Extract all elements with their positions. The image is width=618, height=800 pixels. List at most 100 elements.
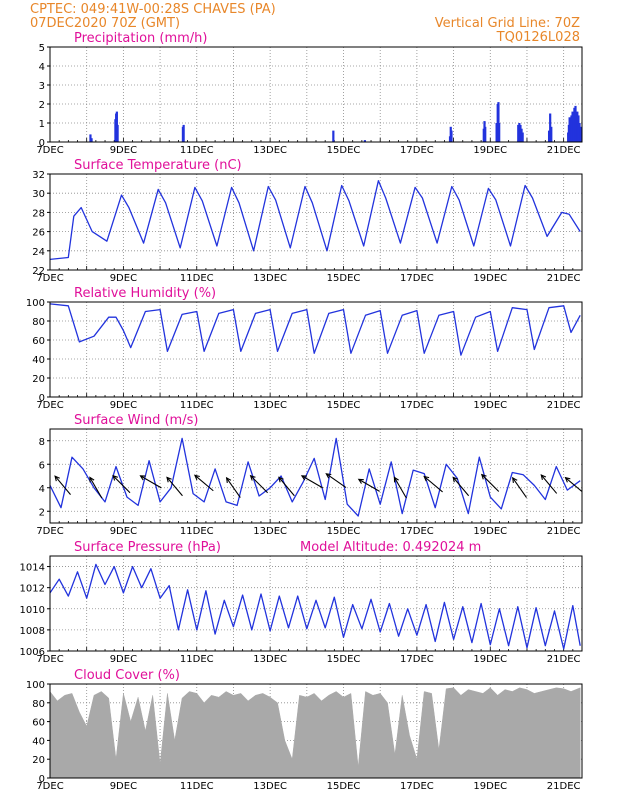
- wind-arrow-shaft: [358, 478, 380, 492]
- precipitation-xtick-label: 15DEC: [327, 145, 361, 156]
- precipitation-ytick-label: 0: [39, 138, 45, 149]
- temperature-panel: Surface Temperature (nC) 22 24 26 28 30 32 7DEC…: [32, 158, 583, 284]
- pressure-xtick-label: 13DEC: [253, 654, 287, 665]
- pressure-xtick-label: 19DEC: [473, 654, 507, 665]
- pressure-title: Surface Pressure (hPa): [74, 540, 221, 555]
- wind-xtick-label: 21DEC: [547, 526, 581, 537]
- humidity-xtick-label: 9DEC: [110, 400, 137, 411]
- cloud-xtick-label: 11DEC: [180, 781, 214, 792]
- wind-xtick-label: 9DEC: [110, 526, 137, 537]
- wind-xtick-label: 13DEC: [253, 526, 287, 537]
- humidity-panel: Relative Humidity (%) 0 20 40 60 80 100 7DEC 9DE…: [26, 286, 583, 411]
- pressure-subtitle: Model Altitude: 0.492024 m: [300, 540, 481, 555]
- precipitation-ytick-label: 4: [39, 62, 45, 73]
- temperature-xtick-label: 17DEC: [400, 273, 434, 284]
- humidity-ytick-label: 100: [26, 298, 45, 309]
- cloud-title: Cloud Cover (%): [74, 668, 180, 683]
- wind-arrow-shaft: [512, 477, 527, 498]
- temperature-ytick-label: 28: [32, 208, 45, 219]
- precipitation-bar: [575, 113, 578, 142]
- temperature-ytick-label: 32: [32, 170, 45, 181]
- precipitation-bar: [549, 113, 552, 142]
- precipitation-bar: [572, 121, 575, 142]
- precipitation-bar: [550, 126, 553, 142]
- wind-title: Surface Wind (m/s): [74, 413, 198, 428]
- precipitation-xtick-label: 11DEC: [180, 145, 214, 156]
- cloud-ytick-label: 100: [26, 680, 45, 691]
- precipitation-bar: [578, 123, 581, 142]
- wind-ytick-label: 2: [39, 507, 45, 518]
- humidity-xtick-label: 21DEC: [547, 400, 581, 411]
- temperature-xtick-label: 11DEC: [180, 273, 214, 284]
- wind-arrow-shaft: [140, 475, 162, 489]
- precipitation-bar: [577, 115, 580, 142]
- pressure-line: [50, 563, 581, 650]
- wind-arrow-head: [166, 476, 172, 483]
- wind-arrow-shaft: [226, 477, 241, 498]
- temperature-ytick-label: 26: [32, 228, 45, 239]
- pressure-ytick-label: 1010: [20, 605, 45, 616]
- wind-arrow-head: [325, 473, 332, 479]
- cloud-frame: [49, 683, 583, 779]
- wind-arrow-head: [300, 475, 307, 481]
- wind-arrow-shaft: [112, 475, 131, 494]
- cloud-ytick-label: 40: [32, 736, 45, 747]
- wind-arrow-head: [139, 475, 146, 481]
- cloud-ytick-label: 80: [32, 699, 45, 710]
- temperature-ytick-label: 30: [32, 189, 45, 200]
- pressure-panel: Surface Pressure (hPa) Model Altitude: 0.…: [20, 540, 583, 665]
- cloud-xtick-label: 9DEC: [110, 781, 137, 792]
- precipitation-bar: [90, 138, 93, 142]
- precipitation-bar: [576, 111, 579, 142]
- wind-arrow-shaft: [89, 477, 103, 499]
- wind-arrow-shaft: [393, 477, 407, 499]
- pressure-xtick-label: 11DEC: [180, 654, 214, 665]
- temperature-frame: [49, 173, 583, 271]
- precipitation-bar: [116, 124, 119, 142]
- header-grid-line: Vertical Grid Line: 70Z: [435, 16, 580, 31]
- cloud-xtick-label: 15DEC: [327, 781, 361, 792]
- wind-xtick-label: 7DEC: [36, 526, 63, 537]
- wind-arrow-head: [540, 474, 547, 481]
- precipitation-xtick-label: 13DEC: [253, 145, 287, 156]
- wind-arrow-head: [452, 476, 459, 483]
- precipitation-bar: [579, 126, 582, 142]
- wind-arrow-shaft: [194, 474, 214, 492]
- precipitation-xtick-label: 17DEC: [400, 145, 434, 156]
- temperature-xtick-label: 13DEC: [253, 273, 287, 284]
- cloud-xtick-label: 17DEC: [400, 781, 434, 792]
- pressure-xtick-label: 17DEC: [400, 654, 434, 665]
- wind-arrow-shaft: [565, 477, 582, 493]
- precipitation-bar: [497, 102, 500, 142]
- wind-ytick-label: 6: [39, 460, 45, 471]
- wind-line: [50, 437, 581, 517]
- pressure-ytick-label: 1008: [20, 626, 45, 637]
- panels: Precipitation (mm/h) 0 1 2 3 4 5 7DEC 9DEC 11DEC 1…: [20, 31, 583, 792]
- precipitation-xtick-label: 9DEC: [110, 145, 137, 156]
- wind-xtick-label: 17DEC: [400, 526, 434, 537]
- wind-arrow-head: [278, 476, 284, 483]
- header-station: CPTEC: 049:41W-00:28S CHAVES (PA): [30, 2, 276, 17]
- wind-arrow-shaft: [54, 475, 71, 495]
- precipitation-bar: [182, 124, 185, 142]
- cloud-xtick-label: 19DEC: [473, 781, 507, 792]
- humidity-ytick-label: 60: [32, 336, 45, 347]
- wind-arrow-head: [480, 473, 487, 480]
- humidity-xtick-label: 15DEC: [327, 400, 361, 411]
- cloud-xtick-label: 7DEC: [36, 781, 63, 792]
- pressure-xtick-label: 7DEC: [36, 654, 63, 665]
- wind-xtick-label: 19DEC: [473, 526, 507, 537]
- wind-arrow-head: [112, 474, 118, 481]
- precipitation-bar: [363, 140, 366, 142]
- precipitation-bar: [498, 123, 501, 142]
- humidity-ytick-label: 40: [32, 355, 45, 366]
- wind-plot: [50, 437, 582, 517]
- wind-xtick-label: 11DEC: [180, 526, 214, 537]
- precipitation-bar: [484, 126, 487, 142]
- humidity-xtick-label: 17DEC: [400, 400, 434, 411]
- wind-arrow-shaft: [250, 475, 269, 494]
- precipitation-bar: [547, 130, 551, 142]
- precipitation-ytick-label: 2: [39, 100, 45, 111]
- wind-arrow-head: [423, 475, 430, 482]
